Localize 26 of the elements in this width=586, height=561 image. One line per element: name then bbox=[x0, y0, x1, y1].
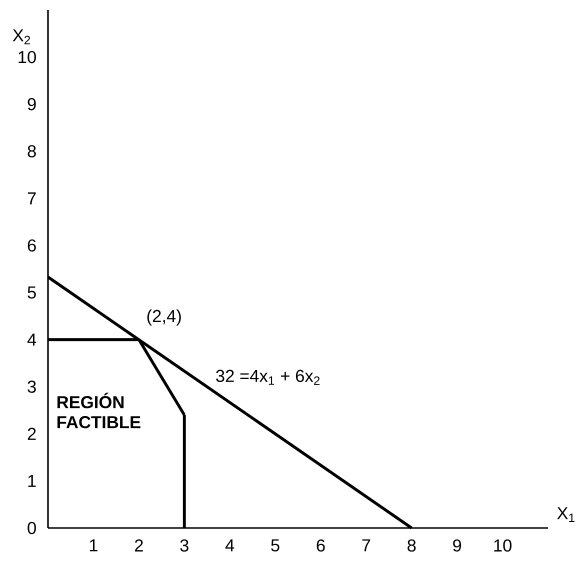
x-tick-label: 8 bbox=[408, 539, 416, 552]
y-tick-label: 1 bbox=[28, 474, 36, 487]
y-tick-label: 2 bbox=[28, 428, 36, 440]
annotation: REGIÓN FACTIBLE bbox=[57, 392, 140, 428]
x-tick-label: 9 bbox=[453, 539, 462, 552]
y-tick-label: 3 bbox=[28, 380, 36, 393]
x-axis-title: X$_{1}$ bbox=[557, 507, 574, 522]
y-tick-label: 8 bbox=[28, 145, 36, 158]
y-tick-label: 7 bbox=[28, 192, 36, 204]
x-tick-label: 2 bbox=[134, 539, 143, 552]
x-tick-label: 3 bbox=[180, 539, 188, 552]
x-tick-label: 5 bbox=[271, 539, 280, 552]
x-tick-label: 4 bbox=[225, 539, 234, 552]
x-tick-label: 1 bbox=[90, 539, 98, 552]
y-tick-label: 4 bbox=[27, 334, 36, 346]
y-tick-label: 0 bbox=[28, 522, 36, 534]
y-tick-label: 10 bbox=[18, 50, 36, 64]
x-tick-label: 6 bbox=[316, 539, 325, 552]
y-tick-label: 5 bbox=[28, 286, 36, 299]
y-tick-label: 9 bbox=[28, 98, 36, 110]
y-tick-label: 6 bbox=[28, 239, 36, 252]
x-tick-label: 10 bbox=[494, 539, 512, 552]
annotation: (2,4) bbox=[147, 309, 181, 326]
annotation: 32 =4x$_{1}$ + 6x$_{2}$ bbox=[216, 370, 320, 385]
x-tick-label: 7 bbox=[362, 539, 370, 552]
y-axis-title: X$_{2}$ bbox=[12, 29, 30, 44]
